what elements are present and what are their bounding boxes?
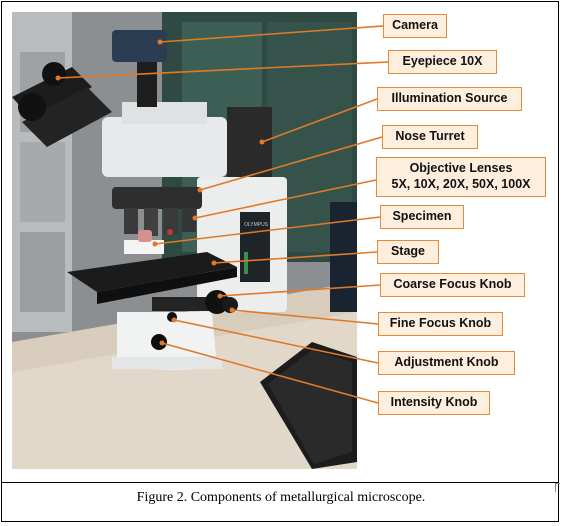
label-stage: Stage — [377, 240, 439, 264]
label-eyepiece-text: Eyepiece 10X — [402, 54, 483, 69]
microscope-photo: OLYMPUS — [12, 12, 357, 469]
label-nose-turret-text: Nose Turret — [395, 129, 465, 144]
label-nose-turret: Nose Turret — [382, 125, 478, 149]
label-illumination-source: Illumination Source — [377, 87, 522, 111]
label-specimen-text: Specimen — [392, 209, 452, 224]
label-stage-text: Stage — [390, 244, 426, 259]
label-intensity-text: Intensity Knob — [390, 395, 478, 410]
corner-mark — [555, 483, 560, 492]
label-objective-line1: Objective Lenses — [409, 161, 513, 176]
label-adjustment-knob: Adjustment Knob — [378, 351, 515, 375]
caption-divider — [1, 482, 559, 483]
label-fine-focus-knob: Fine Focus Knob — [378, 312, 503, 336]
svg-text:OLYMPUS: OLYMPUS — [244, 222, 269, 228]
figure-caption: Figure 2. Components of metallurgical mi… — [136, 490, 426, 505]
label-intensity-knob: Intensity Knob — [378, 391, 490, 415]
label-objective-line2: 5X, 10X, 20X, 50X, 100X — [391, 177, 531, 191]
label-fine-text: Fine Focus Knob — [389, 316, 492, 331]
label-camera-text: Camera — [392, 18, 438, 33]
label-illumination-text: Illumination Source — [391, 91, 508, 106]
label-coarse-focus-knob: Coarse Focus Knob — [380, 273, 525, 297]
label-objective-lenses: Objective Lenses 5X, 10X, 20X, 50X, 100X — [376, 157, 546, 197]
label-specimen: Specimen — [380, 205, 464, 229]
microscope-illustration: OLYMPUS — [12, 12, 357, 469]
label-coarse-text: Coarse Focus Knob — [393, 277, 512, 292]
label-eyepiece: Eyepiece 10X — [388, 50, 497, 74]
label-adjustment-text: Adjustment Knob — [394, 355, 499, 370]
label-camera: Camera — [383, 14, 447, 38]
